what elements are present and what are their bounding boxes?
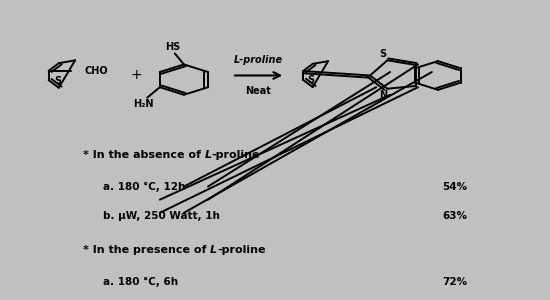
Text: 54%: 54%: [442, 182, 468, 192]
Text: L: L: [210, 245, 217, 255]
Text: 63%: 63%: [442, 211, 468, 221]
Text: -proline: -proline: [217, 245, 266, 255]
Text: Neat: Neat: [246, 86, 272, 96]
Text: * In the absence of: * In the absence of: [82, 150, 205, 160]
Text: * In the presence of: * In the presence of: [82, 245, 210, 255]
Text: a. 180 °C, 6h: a. 180 °C, 6h: [103, 277, 178, 287]
Text: +: +: [130, 68, 142, 83]
Text: L-proline: L-proline: [234, 55, 283, 65]
Text: -proline: -proline: [212, 150, 260, 160]
Text: CHO: CHO: [85, 66, 108, 76]
Text: H₂N: H₂N: [133, 99, 153, 109]
Text: 72%: 72%: [442, 277, 468, 287]
Text: S: S: [308, 75, 315, 85]
Text: b. μW, 250 Watt, 1h: b. μW, 250 Watt, 1h: [103, 211, 220, 221]
Text: S: S: [379, 49, 387, 59]
Text: a. 180 °C, 12h: a. 180 °C, 12h: [103, 182, 185, 192]
Text: N: N: [379, 90, 387, 100]
Text: S: S: [54, 76, 62, 86]
Text: L: L: [205, 150, 212, 160]
Text: HS: HS: [164, 42, 180, 52]
